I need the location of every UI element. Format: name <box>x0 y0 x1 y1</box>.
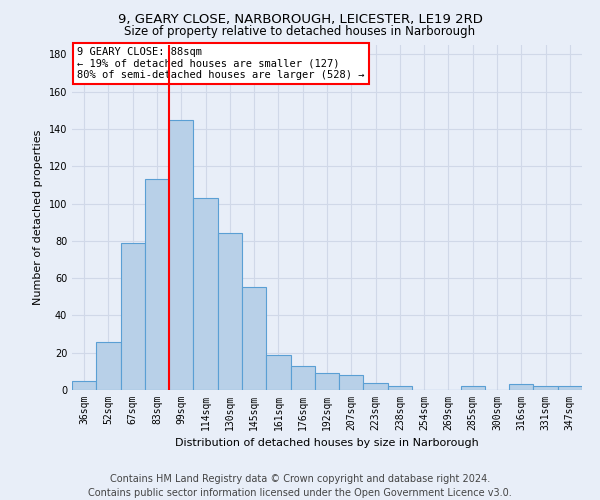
Bar <box>193 198 218 390</box>
Bar <box>388 386 412 390</box>
Text: Contains HM Land Registry data © Crown copyright and database right 2024.
Contai: Contains HM Land Registry data © Crown c… <box>88 474 512 498</box>
Bar <box>96 342 121 390</box>
Bar <box>169 120 193 390</box>
Bar <box>218 234 242 390</box>
Bar <box>558 386 582 390</box>
Text: Size of property relative to detached houses in Narborough: Size of property relative to detached ho… <box>124 25 476 38</box>
Text: 9 GEARY CLOSE: 88sqm
← 19% of detached houses are smaller (127)
80% of semi-deta: 9 GEARY CLOSE: 88sqm ← 19% of detached h… <box>77 46 365 80</box>
Bar <box>461 386 485 390</box>
Bar <box>266 354 290 390</box>
Bar <box>290 366 315 390</box>
Bar <box>72 380 96 390</box>
X-axis label: Distribution of detached houses by size in Narborough: Distribution of detached houses by size … <box>175 438 479 448</box>
Bar <box>533 386 558 390</box>
Bar <box>242 288 266 390</box>
Bar <box>339 375 364 390</box>
Bar <box>509 384 533 390</box>
Bar <box>364 382 388 390</box>
Y-axis label: Number of detached properties: Number of detached properties <box>33 130 43 305</box>
Bar <box>145 180 169 390</box>
Bar <box>315 373 339 390</box>
Text: 9, GEARY CLOSE, NARBOROUGH, LEICESTER, LE19 2RD: 9, GEARY CLOSE, NARBOROUGH, LEICESTER, L… <box>118 12 482 26</box>
Bar <box>121 242 145 390</box>
